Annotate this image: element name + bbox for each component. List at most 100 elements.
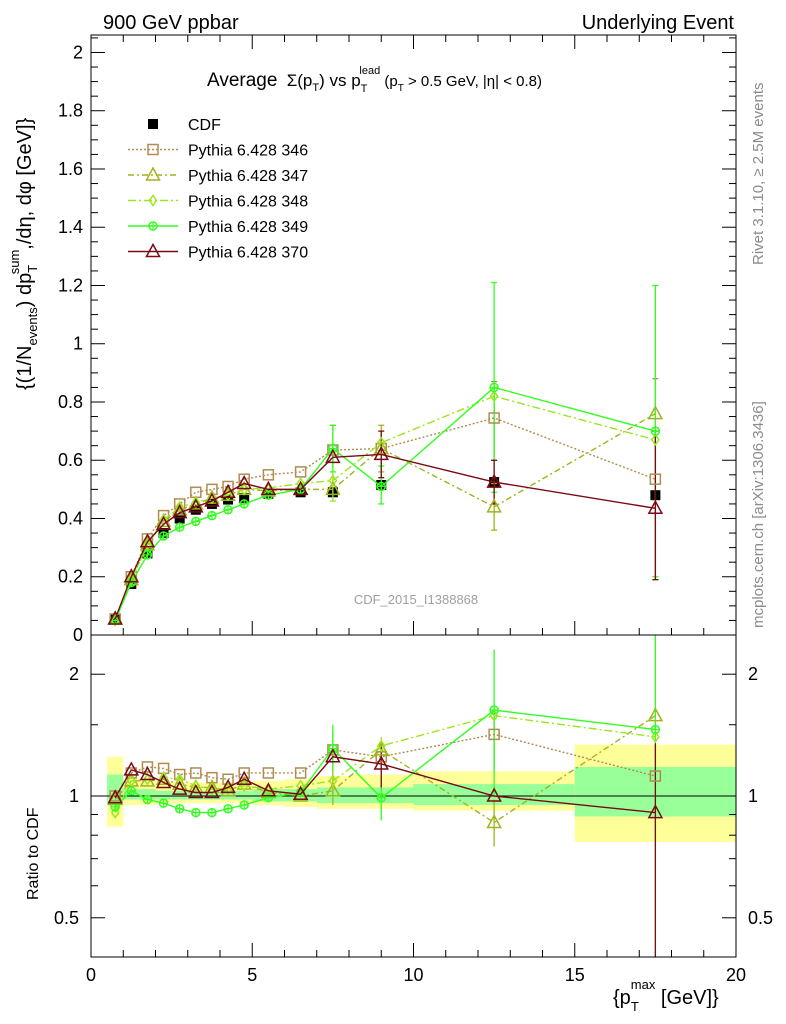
ratio-point-p370-12: [373, 755, 390, 770]
watermark: CDF_2015_I1388868: [354, 592, 478, 607]
series-point-p347-13: [486, 498, 502, 513]
ratio-point-p370-10: [292, 785, 309, 801]
ratio-line-p346: [114, 733, 656, 797]
series-point-p370-9: [260, 480, 277, 496]
cdf-point-4: [174, 513, 185, 524]
series-point-p370-12: [373, 445, 390, 461]
ratio-plot: [107, 635, 664, 957]
ratio-line-p347: [114, 715, 656, 824]
ratio-point-p370-13: [486, 787, 502, 802]
series-point-p370-7: [220, 483, 236, 499]
series-point-p348-14: [650, 433, 660, 447]
series-point-p370-5: [188, 498, 204, 513]
series-point-p370-1: [123, 568, 140, 583]
series-point-p370-11: [325, 448, 341, 464]
ratio-point-p370-0: [107, 789, 123, 804]
ratio-y-tick-label-right-2: 2: [748, 664, 758, 684]
ratio-point-p370-6: [204, 783, 220, 799]
series-point-p346-4: [173, 498, 186, 510]
ratio-point-p346-6: [206, 771, 218, 784]
legend-marker-cdf: [148, 119, 158, 129]
series-point-p346-13: [488, 412, 500, 424]
axes: 0 5 10 15 20 0 0.2 0.4 0.6 0.8 1 1.2 1.4 1.6 1.8 2 0.5 0.…: [54, 35, 773, 985]
ratio-point-p348-2: [143, 772, 152, 786]
series-point-p370-3: [155, 515, 172, 531]
band-inner-8: [236, 790, 253, 800]
legend-label-p370: Pythia 6.428 370: [188, 245, 308, 262]
series-point-p370-4: [171, 504, 188, 519]
ratio-point-p347-14: [647, 707, 664, 722]
ratio-point-p370-14: [647, 803, 664, 819]
series-line-p349: [114, 386, 656, 621]
y-tick-label-2: 0.4: [58, 508, 83, 528]
ratio-point-p347-11: [325, 782, 341, 797]
ratio-point-p348-4: [175, 772, 185, 786]
series-line-p346: [114, 417, 656, 620]
legend-marker-p370: [145, 242, 161, 258]
ratio-y-axis-label: Ratio to CDF: [25, 807, 42, 900]
series-point-p348-0: [110, 614, 120, 627]
legend: CDF Pythia 6.428 346 Pythia 6.428 347 Pythi…: [128, 117, 308, 262]
y-tick-label-8: 1.6: [58, 159, 83, 179]
series-point-p370-2: [139, 533, 156, 548]
y-tick-label-3: 0.6: [58, 450, 83, 470]
series-point-p347-11: [325, 480, 341, 496]
ratio-point-p370-4: [171, 780, 188, 795]
plot-title: Average Σ(pT) vs pTlead (pT > 0.5 GeV, |…: [207, 65, 542, 95]
ratio-point-p370-9: [260, 782, 277, 797]
series-point-p370-0: [107, 610, 123, 625]
x-tick-label-0: 0: [86, 965, 96, 985]
ratio-point-p370-2: [139, 765, 156, 781]
ratio-y-tick-label-1: 1: [69, 786, 79, 806]
y-tick-label-1: 0.2: [58, 567, 83, 587]
header-left: 900 GeV ppbar: [103, 12, 239, 34]
ratio-uncertainty-bands: [91, 744, 736, 842]
ratio-point-p346-13: [488, 728, 500, 741]
ratio-point-p347-8: [236, 775, 252, 790]
main-plot: [107, 281, 664, 627]
series-line-p370: [114, 453, 656, 620]
series-point-p346-9: [262, 469, 275, 481]
y-tick-label-4: 0.8: [58, 392, 83, 412]
cdf-point-8: [239, 493, 250, 504]
legend-marker-p346: [147, 143, 159, 156]
series-point-p346-10: [294, 466, 307, 478]
ratio-point-p348-12: [376, 739, 386, 753]
series-point-p348-2: [143, 538, 152, 552]
series-point-p370-14: [647, 499, 664, 515]
ratio-line-p348: [114, 714, 656, 813]
legend-label-p347: Pythia 6.428 347: [188, 168, 308, 185]
y-tick-label-6: 1.2: [58, 275, 83, 295]
ratio-point-p346-10: [294, 767, 307, 779]
series-point-p348-8: [239, 483, 249, 496]
y-tick-label-0: 0: [73, 625, 83, 645]
mcplots-label: mcplots.cern.ch [arXiv:1306.3436]: [750, 401, 767, 628]
ratio-point-p370-3: [155, 773, 172, 789]
band-inner-3: [155, 790, 172, 800]
legend-label-p346: Pythia 6.428 346: [188, 143, 308, 160]
band-inner-4: [171, 790, 188, 800]
x-tick-label-3: 15: [565, 965, 585, 985]
ratio-point-p348-5: [191, 779, 201, 793]
band-inner-2: [139, 789, 156, 800]
legend-marker-p347: [145, 166, 161, 181]
ratio-point-p346-14: [649, 770, 662, 782]
ratio-point-p348-1: [126, 774, 136, 788]
ratio-point-p370-1: [123, 761, 140, 776]
y-tick-label-7: 1.4: [58, 217, 83, 237]
x-tick-label-1: 5: [247, 965, 257, 985]
series-point-p348-13: [489, 389, 499, 403]
series-point-p347-14: [647, 405, 664, 420]
ratio-y-tick-label-0: 0.5: [54, 908, 79, 928]
series-point-p346-14: [649, 473, 662, 485]
series-point-p348-11: [328, 474, 338, 487]
series-point-p370-8: [236, 474, 252, 490]
series-point-p370-10: [292, 480, 309, 496]
ratio-y-tick-label-right-0: 0.5: [748, 908, 773, 928]
ratio-point-p370-8: [236, 770, 252, 786]
legend-label-cdf: CDF: [188, 117, 221, 134]
ratio-point-p347-13: [486, 813, 502, 829]
ratio-y-tick-label-2: 2: [69, 664, 79, 684]
cdf-point-5: [190, 504, 201, 515]
